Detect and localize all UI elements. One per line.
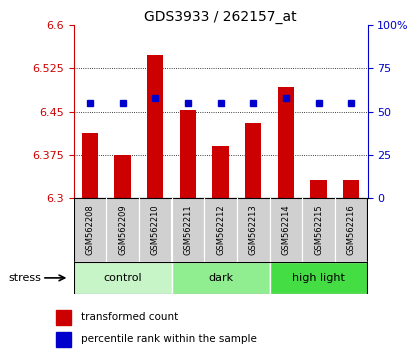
Bar [55,310,71,325]
Text: GSM562208: GSM562208 [85,205,94,256]
Text: GSM562211: GSM562211 [184,205,192,256]
Bar [310,180,327,198]
Bar [213,146,228,198]
Bar [302,198,335,262]
Bar [204,198,237,262]
Bar [343,180,360,198]
Text: GSM562214: GSM562214 [281,205,290,256]
Text: dark: dark [208,273,233,283]
Bar [55,332,71,347]
Bar [335,198,368,262]
Bar [81,133,98,198]
Bar [180,110,196,198]
Bar [270,198,302,262]
Bar [270,262,368,294]
Bar [171,262,270,294]
Text: GSM562215: GSM562215 [314,205,323,256]
Text: high light: high light [292,273,345,283]
Bar [171,198,204,262]
Bar [237,198,270,262]
Bar [139,198,171,262]
Text: GSM562216: GSM562216 [346,205,356,256]
Bar [245,123,261,198]
Text: GSM562212: GSM562212 [216,205,225,256]
Text: stress: stress [8,273,41,283]
Text: percentile rank within the sample: percentile rank within the sample [81,335,257,344]
Text: control: control [103,273,142,283]
Bar [74,262,171,294]
Text: GSM562210: GSM562210 [151,205,160,256]
Text: GSM562213: GSM562213 [249,205,257,256]
Text: transformed count: transformed count [81,312,178,322]
Bar [278,87,294,198]
Bar [106,198,139,262]
Bar [147,55,163,198]
Text: GSM562209: GSM562209 [118,205,127,256]
Bar [114,155,131,198]
Bar [74,198,106,262]
Title: GDS3933 / 262157_at: GDS3933 / 262157_at [144,10,297,24]
